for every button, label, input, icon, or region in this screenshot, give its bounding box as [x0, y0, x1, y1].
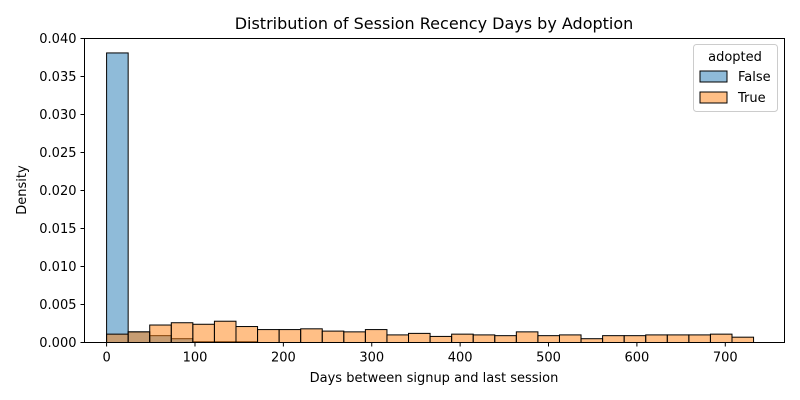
x-tick-label: 300 — [359, 351, 384, 366]
legend-label-true: True — [737, 91, 766, 106]
bar-true-5 — [213, 320, 237, 344]
bar-true-13 — [386, 334, 410, 343]
y-axis-title: Density — [15, 165, 30, 215]
x-tick-label: 700 — [713, 351, 738, 366]
legend-label-false: False — [738, 70, 771, 85]
bar-true-14 — [408, 332, 431, 344]
y-tick-label: 0.025 — [39, 146, 76, 161]
bar-true-15 — [429, 335, 453, 344]
x-tick-label: 100 — [183, 351, 208, 366]
bar-true-1 — [127, 331, 151, 343]
y-tick-label: 0.030 — [39, 108, 76, 123]
bar-true-9 — [300, 328, 323, 344]
y-tick-label: 0.005 — [39, 298, 76, 313]
bar-true-4 — [192, 323, 215, 344]
bar-true-6 — [235, 326, 259, 344]
bar-true-26 — [666, 334, 690, 343]
bar-true-29 — [731, 336, 755, 343]
legend-swatch-true — [699, 91, 728, 104]
bars-layer — [106, 52, 755, 344]
y-tick-label: 0.020 — [39, 184, 76, 199]
bar-true-18 — [494, 335, 517, 344]
bar-true-0 — [106, 333, 129, 344]
bar-true-24 — [623, 335, 647, 344]
bar-true-12 — [364, 329, 388, 343]
y-tick-label: 0.010 — [39, 260, 76, 275]
bar-true-7 — [257, 329, 280, 343]
x-tick-label: 0 — [102, 351, 110, 366]
bar-true-22 — [580, 338, 604, 344]
bar-true-28 — [709, 333, 733, 344]
bar-true-10 — [321, 330, 345, 344]
x-tick-label: 500 — [536, 351, 561, 366]
bar-true-25 — [645, 334, 668, 343]
y-tick-label: 0.000 — [39, 336, 76, 351]
bar-true-3 — [170, 322, 194, 343]
bar-true-23 — [602, 335, 625, 344]
bar-true-21 — [558, 334, 582, 343]
bar-true-11 — [343, 331, 366, 343]
bar-false-0 — [106, 52, 129, 343]
bar-true-8 — [278, 329, 302, 343]
ticks-layer: 0 100 200 300 400 500 600 700 0.000 0.005 0.010 0.0… — [39, 32, 737, 366]
bar-true-19 — [515, 331, 539, 343]
y-tick-label: 0.040 — [39, 32, 76, 47]
bar-true-20 — [537, 335, 560, 344]
y-tick-label: 0.035 — [39, 70, 76, 85]
chart-title: Distribution of Session Recency Days by … — [235, 14, 634, 33]
bar-true-2 — [149, 324, 172, 343]
plot-frame — [84, 38, 785, 343]
x-tick-label: 200 — [271, 351, 296, 366]
y-tick-label: 0.015 — [39, 222, 76, 237]
bar-true-17 — [472, 334, 496, 343]
bar-true-27 — [688, 334, 711, 343]
x-tick-label: 400 — [448, 351, 473, 366]
x-tick-label: 600 — [624, 351, 649, 366]
bar-true-16 — [451, 333, 474, 344]
legend-title: adopted — [708, 50, 762, 65]
legend: adopted False True — [693, 44, 778, 112]
legend-swatch-false — [699, 70, 728, 83]
x-axis-title: Days between signup and last session — [310, 371, 559, 386]
